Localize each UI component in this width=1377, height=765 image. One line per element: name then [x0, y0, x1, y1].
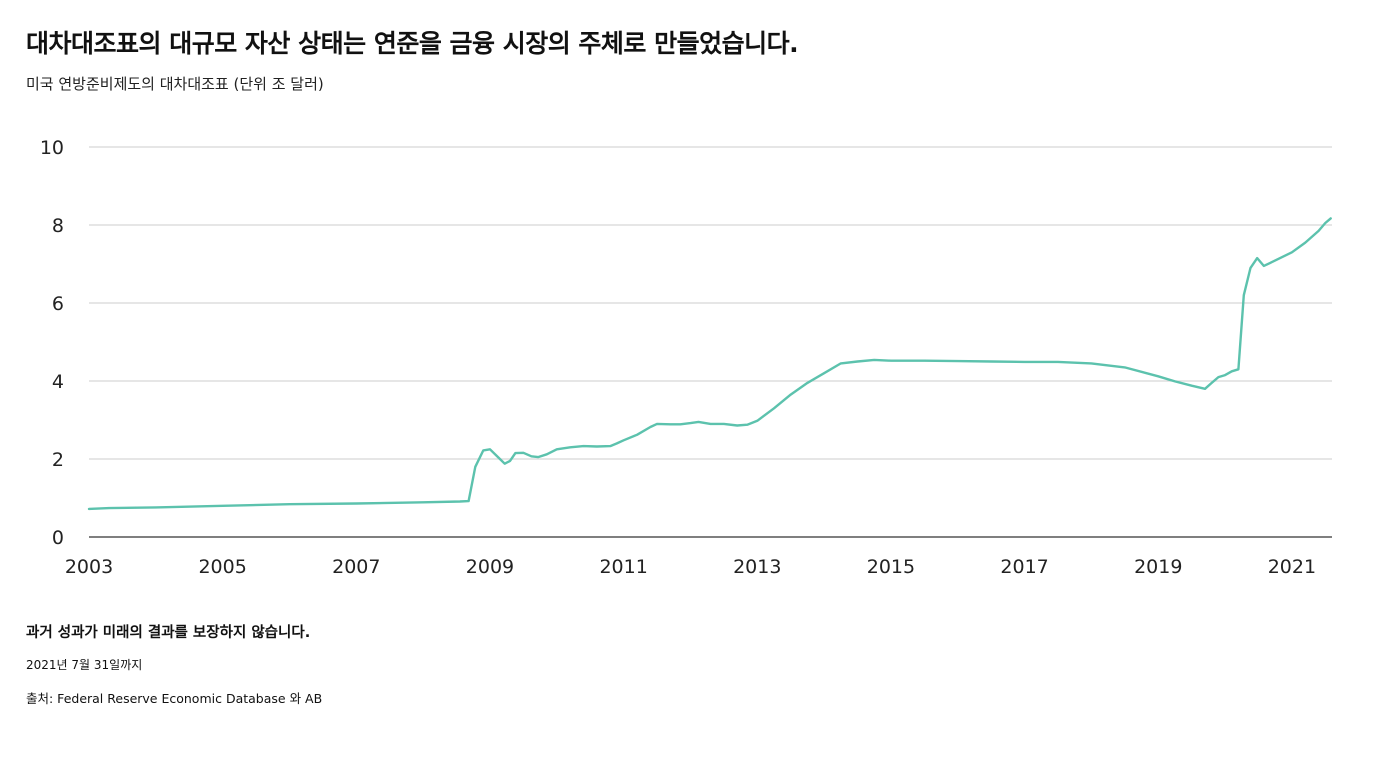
- x-tick-label: 2021: [1268, 556, 1316, 578]
- x-axis-ticks: 2003 2005 2007 2009 2011 2013 2015 2017 2019 2021: [65, 556, 1316, 578]
- x-tick-label: 2015: [867, 556, 915, 578]
- x-tick-label: 2005: [198, 556, 246, 578]
- x-tick-label: 2019: [1134, 556, 1182, 578]
- chart-subtitle: 미국 연방준비제도의 대차대조표 (단위 조 달러): [26, 75, 324, 93]
- source-note: 출처: Federal Reserve Economic Database 와 …: [26, 691, 323, 706]
- grid-lines: [89, 146, 1332, 460]
- x-tick-label: 2003: [65, 556, 113, 578]
- x-tick-label: 2013: [733, 556, 781, 578]
- y-tick-label: 6: [52, 293, 64, 315]
- y-tick-label: 4: [52, 371, 64, 393]
- y-tick-label: 2: [52, 449, 64, 471]
- y-axis-ticks: 0 2 4 6 8 10: [40, 137, 64, 549]
- disclaimer-note: 과거 성과가 미래의 결과를 보장하지 않습니다.: [26, 625, 311, 641]
- y-tick-label: 8: [52, 215, 64, 237]
- page-title: 대차대조표의 대규모 자산 상태는 연준을 금융 시장의 주체로 만들었습니다.: [26, 29, 799, 58]
- x-tick-label: 2007: [332, 556, 380, 578]
- x-tick-label: 2011: [599, 556, 647, 578]
- y-tick-label: 10: [40, 137, 64, 159]
- as-of-date: 2021년 7월 31일까지: [26, 658, 143, 672]
- line-chart: 0 2 4 6 8 10 2003 2005 2007 2009 2011 2013 2015 2017…: [40, 137, 1332, 578]
- balance-sheet-line: [87, 217, 1332, 511]
- x-tick-label: 2009: [466, 556, 514, 578]
- y-tick-label: 0: [52, 527, 64, 549]
- x-tick-label: 2017: [1000, 556, 1048, 578]
